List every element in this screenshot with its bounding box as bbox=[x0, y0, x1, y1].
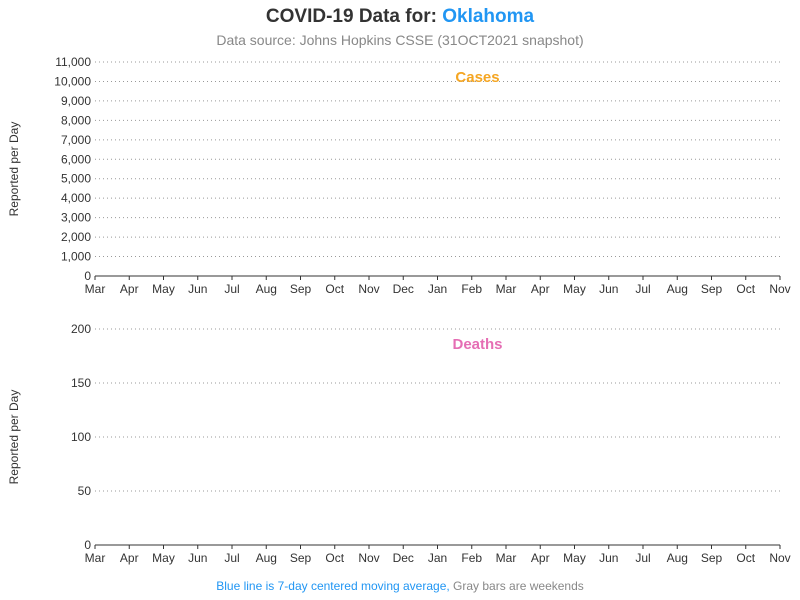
x-tick-label: Oct bbox=[736, 551, 755, 565]
x-tick-label: Aug bbox=[667, 551, 688, 565]
title-state: Oklahoma bbox=[442, 6, 535, 27]
footnote-blue: Blue line is 7-day centered moving avera… bbox=[216, 579, 450, 593]
y-tick-label: 8,000 bbox=[61, 113, 91, 127]
x-tick-label: May bbox=[563, 282, 586, 296]
x-tick-label: Jul bbox=[635, 282, 650, 296]
y-tick-label: 50 bbox=[78, 484, 92, 498]
x-tick-label: Apr bbox=[531, 551, 550, 565]
y-tick-label: 9,000 bbox=[61, 94, 91, 108]
cases-chart: 0 1,000 2,000 3,000 4,000 5,000 6,000 7,000 8,00… bbox=[7, 55, 791, 296]
x-tick-label: Nov bbox=[358, 282, 379, 296]
y-tick-label: 5,000 bbox=[61, 172, 91, 186]
y-tick-label: 0 bbox=[84, 538, 91, 552]
y-tick-label: 10,000 bbox=[54, 74, 91, 88]
y-tick-label: 100 bbox=[71, 430, 91, 444]
y-axis-label: Reported per Day bbox=[7, 122, 21, 217]
x-tick-label: May bbox=[152, 282, 175, 296]
x-tick-label: Oct bbox=[325, 551, 344, 565]
x-tick-label: Dec bbox=[393, 551, 414, 565]
y-tick-label: 7,000 bbox=[61, 133, 91, 147]
page-subtitle: Data source: Johns Hopkins CSSE (31OCT20… bbox=[216, 32, 584, 48]
panel-title: Cases bbox=[455, 69, 499, 86]
y-tick-label: 4,000 bbox=[61, 191, 91, 205]
x-tick-label: Mar bbox=[496, 282, 517, 296]
x-tick-label: Nov bbox=[358, 551, 379, 565]
y-tick-label: 200 bbox=[71, 322, 91, 336]
x-tick-label: Feb bbox=[461, 551, 482, 565]
x-tick-label: Mar bbox=[496, 551, 517, 565]
x-tick-label: Sep bbox=[290, 282, 312, 296]
y-tick-label: 3,000 bbox=[61, 211, 91, 225]
x-tick-label: Sep bbox=[701, 282, 723, 296]
footnote: Blue line is 7-day centered moving avera… bbox=[0, 579, 800, 593]
x-tick-label: Aug bbox=[256, 551, 277, 565]
x-tick-label: Jun bbox=[599, 551, 618, 565]
x-tick-label: Aug bbox=[256, 282, 277, 296]
x-tick-label: Jan bbox=[428, 551, 447, 565]
y-tick-label: 6,000 bbox=[61, 152, 91, 166]
x-tick-label: Jun bbox=[188, 282, 207, 296]
x-tick-label: Apr bbox=[120, 282, 139, 296]
y-axis-label: Reported per Day bbox=[7, 390, 21, 485]
x-tick-label: Jun bbox=[188, 551, 207, 565]
x-tick-label: Nov bbox=[769, 551, 790, 565]
page-title: COVID-19 Data for: Oklahoma bbox=[0, 6, 800, 28]
x-tick-label: Mar bbox=[85, 551, 106, 565]
y-tick-label: 2,000 bbox=[61, 230, 91, 244]
x-tick-label: Jun bbox=[599, 282, 618, 296]
x-tick-label: Feb bbox=[461, 282, 482, 296]
x-tick-label: May bbox=[563, 551, 586, 565]
title-prefix: COVID-19 Data for: bbox=[265, 6, 443, 27]
x-tick-label: Apr bbox=[531, 282, 550, 296]
y-tick-label: 0 bbox=[84, 269, 91, 283]
x-tick-label: Sep bbox=[290, 551, 312, 565]
x-tick-label: Dec bbox=[393, 282, 414, 296]
y-tick-label: 11,000 bbox=[55, 55, 91, 69]
y-tick-label: 150 bbox=[71, 376, 91, 390]
x-tick-label: Sep bbox=[701, 551, 723, 565]
x-tick-label: Mar bbox=[85, 282, 106, 296]
x-tick-label: Jul bbox=[224, 282, 239, 296]
x-tick-label: Jul bbox=[224, 551, 239, 565]
panel-title: Deaths bbox=[452, 336, 502, 353]
footnote-gray: Gray bars are weekends bbox=[449, 579, 584, 593]
x-tick-label: Jul bbox=[635, 551, 650, 565]
x-tick-label: Oct bbox=[736, 282, 755, 296]
x-tick-label: Apr bbox=[120, 551, 139, 565]
x-tick-label: Oct bbox=[325, 282, 344, 296]
deaths-chart: 0 50 100 150 200 Mar Apr May Jun Jul Aug Sep Oct Nov D… bbox=[7, 322, 791, 565]
x-tick-label: Jan bbox=[428, 282, 447, 296]
x-tick-label: Nov bbox=[769, 282, 790, 296]
x-tick-label: May bbox=[152, 551, 175, 565]
x-tick-label: Aug bbox=[667, 282, 688, 296]
y-tick-label: 1,000 bbox=[61, 250, 91, 264]
